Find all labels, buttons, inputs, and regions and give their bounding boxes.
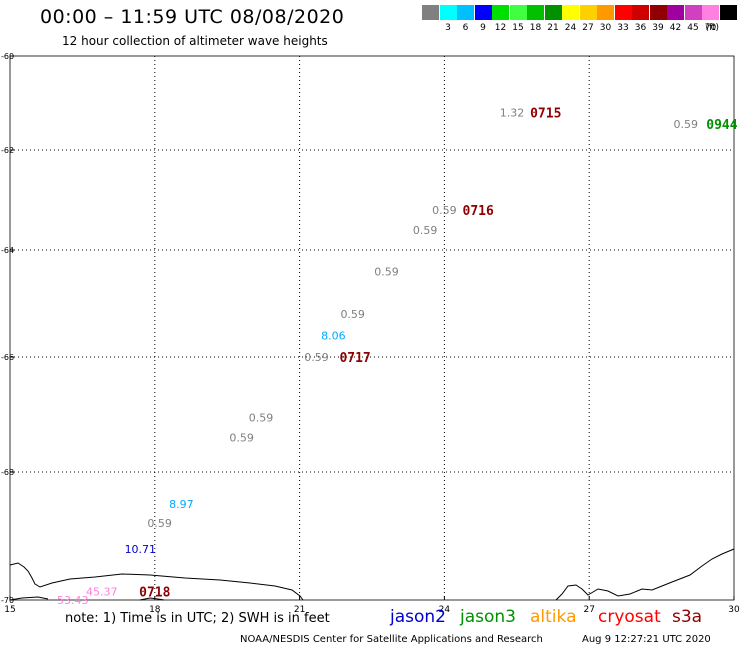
- color-swatch: [702, 5, 719, 20]
- pass-time-label: 0717: [339, 351, 370, 366]
- pass-time-label: 0715: [530, 106, 561, 121]
- units-note: note: 1) Time is in UTC; 2) SWH is in fe…: [65, 611, 330, 626]
- chart-title: 00:00 – 11:59 UTC 08/08/2020: [40, 6, 345, 28]
- color-scale-label: 9: [480, 23, 486, 33]
- wave-height-label: 8.06: [321, 330, 346, 343]
- wave-height-label: 0.59: [147, 517, 172, 530]
- color-scale-label: 24: [564, 23, 577, 33]
- chart-subtitle: 12 hour collection of altimeter wave hei…: [62, 34, 328, 48]
- color-swatch: [492, 5, 509, 20]
- color-scale-label: 27: [582, 23, 594, 33]
- footer-credit: NOAA/NESDIS Center for Satellite Applica…: [240, 634, 543, 645]
- color-scale-label: 18: [529, 23, 542, 33]
- grid-lines: [10, 56, 734, 600]
- color-swatch: [527, 5, 544, 20]
- color-scale-label: 42: [669, 23, 682, 33]
- y-tick-label: -70: [1, 596, 14, 605]
- color-scale-label: 39: [652, 23, 664, 33]
- x-tick-label: 21: [294, 605, 305, 615]
- color-swatch: [597, 5, 614, 20]
- pass-time-label: 0944: [706, 118, 737, 133]
- wave-height-label: 53.43: [57, 594, 89, 607]
- x-tick-label: 27: [583, 605, 594, 615]
- color-swatch: [457, 5, 474, 20]
- wave-height-label: 0.59: [229, 432, 254, 445]
- color-swatch: [544, 5, 562, 20]
- wave-height-label: 45.37: [86, 586, 118, 599]
- x-tick-label: 18: [149, 605, 161, 615]
- wave-height-label: 1.32: [500, 106, 525, 119]
- color-swatch: [474, 5, 492, 20]
- color-scale-label: 33: [617, 23, 629, 33]
- color-scale-label: 45: [687, 23, 699, 33]
- coastline-segment: [9, 596, 49, 601]
- color-swatch: [632, 5, 649, 20]
- wave-height-label: 0.59: [673, 118, 698, 131]
- legend-item-s3a: s3a: [672, 607, 703, 627]
- color-scale-label: 36: [634, 23, 647, 33]
- legend-item-altika: altika: [530, 607, 577, 627]
- data-labels: 1.32 0.59 0.59 0.59 0.59 0.59 8.06 0.59 0.59 0.59…: [57, 106, 738, 607]
- wave-height-label: 8.97: [169, 498, 194, 511]
- x-tick-label: 30: [728, 605, 740, 615]
- color-swatch: [649, 5, 667, 20]
- color-swatch: [719, 5, 737, 20]
- color-scale-label: 21: [547, 23, 559, 33]
- coastline-segment: [139, 597, 165, 601]
- color-swatch: [667, 5, 684, 20]
- wave-height-label: 10.71: [125, 543, 157, 556]
- color-swatch: [684, 5, 702, 20]
- color-scale-label: 70: [704, 23, 717, 33]
- footer-timestamp: Aug 9 12:27:21 UTC 2020: [582, 634, 711, 645]
- pass-time-label: 0716: [463, 204, 494, 219]
- color-scale-unit: (ft): [705, 23, 720, 33]
- color-swatch: [562, 5, 579, 20]
- y-tick-label: -66: [1, 353, 14, 362]
- x-tick-label: 24: [439, 605, 451, 615]
- wave-height-label: 0.59: [340, 308, 365, 321]
- y-tick-label: -62: [1, 146, 14, 155]
- y-tick-label: -68: [1, 468, 14, 477]
- color-swatch: [422, 5, 439, 20]
- y-tick-label: -64: [1, 246, 14, 255]
- coastline-segment: [555, 548, 735, 601]
- wave-height-label: 0.59: [413, 224, 438, 237]
- color-scale-label: 30: [599, 23, 612, 33]
- color-swatch: [509, 5, 527, 20]
- wave-height-label: 0.59: [304, 351, 329, 364]
- wave-height-label: 0.59: [249, 411, 274, 424]
- color-scale-label: 3: [445, 23, 451, 33]
- legend-item-cryosat: cryosat: [598, 607, 661, 627]
- x-tick-label: 15: [4, 605, 15, 615]
- color-scale-label: 15: [512, 23, 524, 33]
- wave-height-label: 0.59: [432, 204, 457, 217]
- y-tick-label: -60: [1, 52, 14, 61]
- color-swatch: [439, 5, 457, 20]
- pass-time-label: 0718: [139, 586, 170, 601]
- color-swatch: [579, 5, 597, 20]
- plot-frame: [9, 55, 735, 601]
- coastline-segment: [9, 562, 304, 601]
- legend-item-jason3: jason3: [460, 607, 516, 627]
- legend-item-jason2: jason2: [390, 607, 446, 627]
- color-scale-label: 12: [494, 23, 507, 33]
- wave-height-label: 0.59: [374, 265, 399, 278]
- color-swatch: [614, 5, 632, 20]
- coastline: [9, 548, 735, 601]
- color-scale-label: 6: [462, 23, 469, 33]
